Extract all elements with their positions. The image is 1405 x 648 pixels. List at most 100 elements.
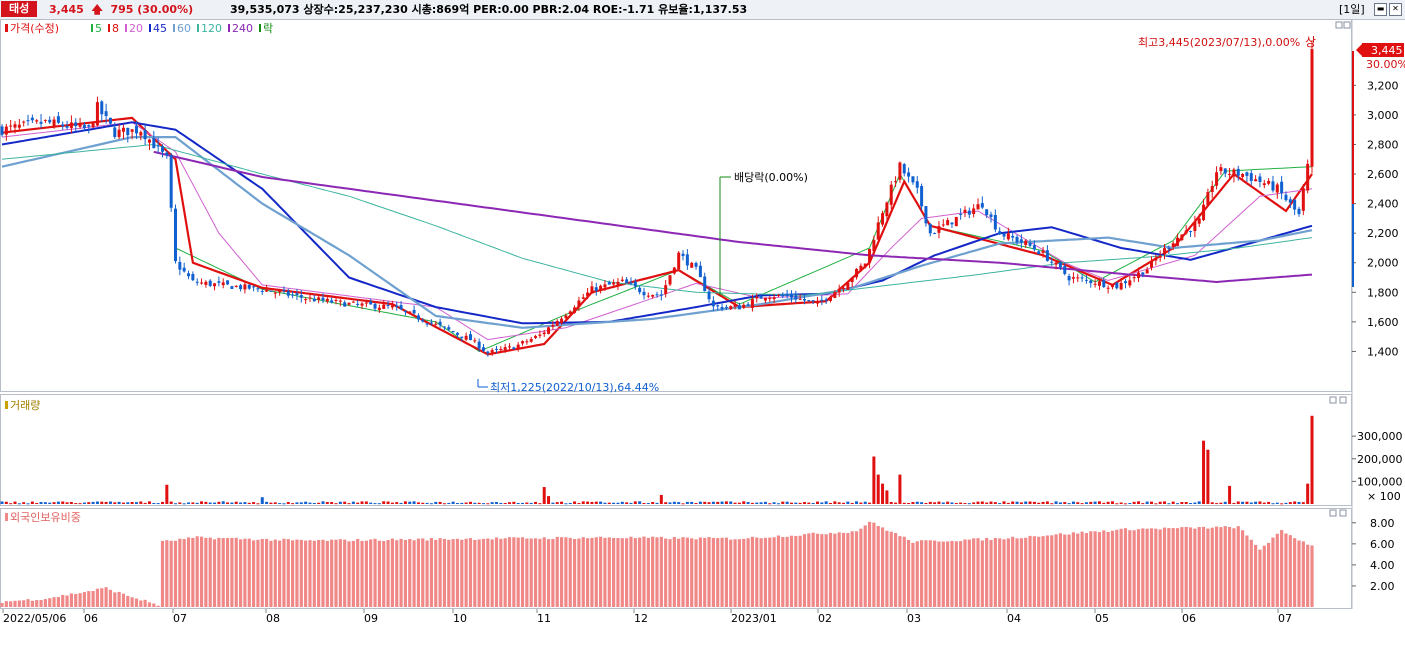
foreign-bar [74,594,78,607]
volume-bar [256,503,260,505]
candle-body [269,290,273,292]
foreign-bar [599,536,603,607]
foreign-bar [885,530,889,607]
candle-body [130,129,134,132]
candle-body [1254,179,1258,182]
candle-body [226,280,230,285]
candle-body [1150,260,1154,268]
foreign-bar [1214,526,1219,607]
candle-body [763,297,767,301]
candle-body [573,307,577,313]
foreign-bar [1245,535,1249,607]
candle-body [429,322,433,324]
volume-bar [464,502,468,504]
volume-bar [108,501,112,504]
candle-body [1280,181,1284,194]
candle-body [0,126,4,135]
period-selector[interactable]: [1일] [1339,3,1365,16]
volume-bar [1223,501,1227,504]
volume-bar [1163,501,1167,504]
foreign-bar [173,540,178,607]
volume-bar [174,503,178,505]
foreign-bar [82,592,87,607]
volume-bar [1115,503,1119,505]
volume-bar [468,501,472,504]
candle-body [468,334,472,341]
foreign-bar [412,540,416,607]
candle-body [564,315,568,319]
volume-min-icon[interactable] [1329,396,1337,404]
foreign-bar [347,541,351,607]
volume-bar [1236,501,1240,504]
panel-close-icon[interactable] [1343,21,1351,29]
foreign-bar [906,539,911,607]
candle-body [911,176,915,183]
foreign-bar [156,605,160,607]
foreign-bar [646,537,650,607]
volume-bar [920,502,924,504]
high-annotation: 최고3,445(2023/07/13),0.00% [1138,36,1300,49]
foreign-bar [338,539,342,607]
foreign-bar [43,599,47,607]
foreign-bar [429,538,434,607]
volume-bar [894,502,898,504]
low-annotation: 최저1,225(2022/10/13),64.44% [490,381,659,394]
foreign-bar [750,536,755,607]
date-tick-label: 11 [537,612,551,625]
candle-body [1089,280,1093,284]
candle-body [455,332,459,335]
volume-bar [1288,502,1292,504]
volume-bar [733,502,737,504]
candle-body [1067,275,1071,281]
foreign-bar [993,538,997,607]
volume-bar [876,474,880,504]
volume-bar [382,501,386,504]
foreign-bar [1271,537,1275,607]
close-icon[interactable]: ✕ [1389,3,1402,16]
volume-close-icon[interactable] [1339,396,1347,404]
volume-bar [980,501,984,504]
panel-min-icon[interactable] [1335,21,1343,29]
foreign-close-icon[interactable] [1339,509,1347,517]
volume-bar [338,501,342,504]
candle-body [499,348,503,351]
foreign-bar [742,538,746,607]
foreign-bar [1254,544,1258,607]
foreign-bar [612,537,616,607]
foreign-min-icon[interactable] [1329,509,1337,517]
volume-bar [499,502,503,504]
candle-body [664,285,668,295]
candle-body [985,209,989,216]
candle-body [395,305,399,307]
volume-bar [1267,501,1271,504]
foreign-bar [360,540,364,607]
minimize-icon[interactable]: ▬ [1374,3,1387,16]
candle-body [694,263,698,267]
foreign-bar [1223,526,1227,607]
volume-bar [1271,503,1275,505]
candle-body [1236,168,1240,176]
volume-bar [334,503,338,505]
volume-bar [442,503,446,505]
foreign-bar [572,538,577,607]
candle-body [967,210,971,215]
volume-bar [226,502,230,504]
foreign-bar [616,538,620,607]
foreign-bar [546,539,551,607]
candle-body [1054,262,1058,265]
candle-body [213,283,217,287]
stock-chart[interactable]: 가격(수정) 5 8 20 45 60 120 240 락 거래량 외국인보유비중 3,200… [0,19,1405,625]
stock-name[interactable]: 태성 [1,1,38,17]
foreign-bar [581,537,585,607]
volume-bar [1041,501,1045,504]
candle-body [1171,243,1175,247]
volume-bar [859,502,863,504]
candle-body [603,284,607,288]
foreign-bar [56,597,60,607]
foreign-bar [282,538,286,607]
foreign-bar [729,539,733,607]
foreign-bar [291,540,295,607]
candle-body [286,291,290,296]
volume-bar [304,501,308,504]
candle-body [490,350,494,353]
